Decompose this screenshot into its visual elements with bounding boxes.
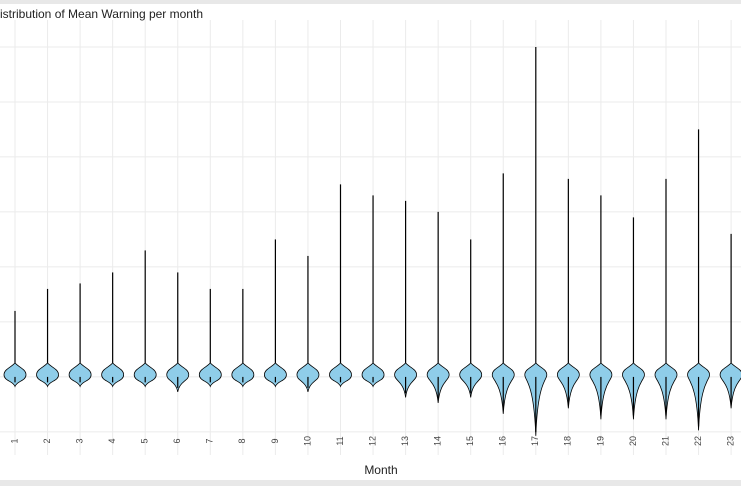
marks: 1 2 3 4 5 6 7 8 9 10 11 12 13 14 15 16 17 18 19 20 21 22 23 — [3, 46, 741, 446]
x-tick-label: 14 — [433, 436, 443, 446]
x-tick-label: 12 — [367, 436, 377, 446]
top-bar — [0, 0, 741, 4]
x-tick-label: 4 — [107, 438, 117, 443]
violin-body — [68, 362, 92, 388]
x-tick-label: 8 — [237, 438, 247, 443]
x-tick-label: 10 — [302, 436, 312, 446]
x-tick-label: 18 — [563, 436, 573, 446]
x-tick-label: 5 — [140, 438, 150, 443]
x-tick-label: 19 — [595, 436, 605, 446]
violin-body — [231, 362, 255, 388]
violin-body — [198, 362, 222, 388]
x-tick-label: 17 — [530, 436, 540, 446]
x-tick-label: 16 — [498, 436, 508, 446]
x-tick-label: 23 — [725, 436, 735, 446]
violin-body — [3, 362, 27, 388]
violin-body — [329, 362, 352, 388]
violin-body — [36, 362, 59, 388]
x-tick-label: 3 — [74, 438, 84, 443]
violin-body — [101, 362, 125, 388]
bottom-bar — [0, 480, 741, 486]
x-tick-label: 9 — [270, 438, 280, 443]
x-tick-label: 21 — [660, 436, 670, 446]
chart-title: istribution of Mean Warning per month — [0, 7, 203, 21]
x-tick-label: 13 — [400, 436, 410, 446]
x-tick-label: 7 — [205, 438, 215, 443]
x-tick-label: 2 — [42, 438, 52, 443]
violin-body — [133, 362, 157, 388]
x-tick-label: 22 — [693, 436, 703, 446]
x-tick-label: 20 — [628, 436, 638, 446]
x-tick-label: 6 — [172, 438, 182, 443]
violin-body — [263, 362, 287, 388]
violin-body — [361, 362, 385, 388]
x-axis-label: Month — [364, 463, 397, 477]
x-tick-label: 15 — [465, 436, 475, 446]
x-tick-label: 1 — [9, 438, 19, 443]
x-tick-label: 11 — [335, 436, 345, 445]
